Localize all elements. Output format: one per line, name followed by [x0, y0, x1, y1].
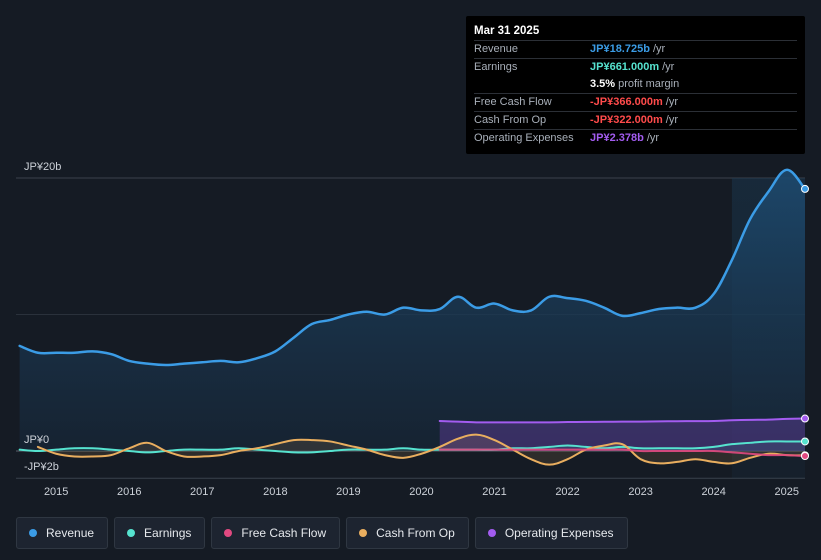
tooltip-row-profit-margin: 3.5% profit margin [474, 76, 797, 93]
cash-from-op-dot-icon [359, 529, 368, 537]
x-tick-label: 2022 [555, 486, 579, 498]
tooltip-label: Revenue [474, 43, 519, 55]
tooltip-value: JP¥661.000m [590, 61, 660, 73]
x-tick-label: 2024 [701, 486, 725, 498]
legend-item-revenue[interactable]: Revenue [16, 517, 109, 549]
operating-expenses-area [439, 418, 805, 451]
data-tooltip: Mar 31 2025 Revenue JP¥18.725b /yr Earni… [466, 16, 805, 154]
legend-item-free-cash-flow[interactable]: Free Cash Flow [211, 517, 341, 549]
x-tick-label: 2018 [263, 486, 287, 498]
x-tick-label: 2025 [774, 486, 798, 498]
tooltip-row-operating-expenses: Operating Expenses JP¥2.378b /yr [474, 129, 797, 147]
y-tick-label-top: JP¥20b [24, 161, 61, 173]
earnings-dot-icon [127, 529, 136, 537]
tooltip-unit: /yr [646, 132, 660, 144]
legend-label: Free Cash Flow [241, 526, 327, 540]
tooltip-row-revenue: Revenue JP¥18.725b /yr [474, 40, 797, 58]
operating-expenses-end-point [801, 414, 809, 423]
tooltip-date: Mar 31 2025 [474, 25, 540, 37]
x-tick-label: 2015 [44, 486, 68, 498]
x-tick-label: 2020 [409, 486, 433, 498]
tooltip-label: Cash From Op [474, 114, 547, 126]
free-cash-flow-end-point [801, 452, 809, 461]
tooltip-unit: /yr [662, 61, 675, 73]
legend-item-cash-from-op[interactable]: Cash From Op [346, 517, 469, 549]
chart-legend: Revenue Earnings Free Cash Flow Cash Fro… [16, 517, 628, 549]
tooltip-row-free-cash-flow: Free Cash Flow -JP¥366.000m /yr [474, 93, 797, 111]
tooltip-label [474, 76, 590, 93]
x-tick-label: 2016 [117, 486, 141, 498]
cash-from-op-line [36, 433, 806, 466]
cash-from-op-area [37, 434, 806, 465]
tooltip-label: Operating Expenses [474, 132, 574, 144]
tooltip-value: -JP¥322.000m [590, 114, 663, 126]
tooltip-value: 3.5% [590, 78, 616, 90]
tooltip-label: Free Cash Flow [474, 96, 552, 108]
earnings-end-point [801, 437, 809, 446]
tooltip-value: -JP¥366.000m [590, 96, 663, 108]
revenue-area [19, 169, 805, 452]
earnings-line [18, 440, 806, 454]
revenue-line [18, 168, 807, 367]
revenue-end-point [801, 184, 809, 193]
free-cash-flow-dot-icon [224, 529, 233, 537]
tooltip-unit: profit margin [618, 78, 680, 90]
x-tick-label: 2021 [482, 486, 506, 498]
x-tick-label: 2019 [336, 486, 360, 498]
tooltip-value: JP¥2.378b [590, 132, 644, 144]
legend-label: Operating Expenses [504, 526, 614, 540]
tooltip-row-earnings: Earnings JP¥661.000m /yr [474, 58, 797, 76]
legend-label: Cash From Op [376, 526, 455, 540]
y-tick-label-bottom: -JP¥2b [24, 461, 59, 473]
y-tick-label-zero: JP¥0 [24, 434, 49, 446]
tooltip-unit: /yr [652, 43, 666, 55]
tooltip-unit: /yr [665, 114, 679, 126]
free-cash-flow-line [438, 448, 806, 458]
legend-label: Earnings [144, 526, 192, 540]
operating-expenses-dot-icon [487, 529, 496, 537]
tooltip-unit: /yr [665, 96, 679, 108]
tooltip-label: Earnings [474, 61, 518, 73]
legend-label: Revenue [46, 526, 95, 540]
tooltip-value: JP¥18.725b [590, 43, 650, 55]
tooltip-row-cash-from-op: Cash From Op -JP¥322.000m /yr [474, 111, 797, 129]
x-tick-label: 2023 [628, 486, 652, 498]
operating-expenses-line [438, 417, 806, 424]
legend-item-earnings[interactable]: Earnings [114, 517, 206, 549]
legend-item-operating-expenses[interactable]: Operating Expenses [474, 517, 628, 549]
x-tick-label: 2017 [190, 486, 214, 498]
revenue-dot-icon [29, 529, 37, 537]
